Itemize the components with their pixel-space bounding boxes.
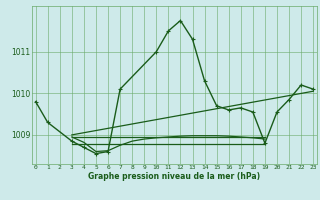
X-axis label: Graphe pression niveau de la mer (hPa): Graphe pression niveau de la mer (hPa)	[88, 172, 260, 181]
